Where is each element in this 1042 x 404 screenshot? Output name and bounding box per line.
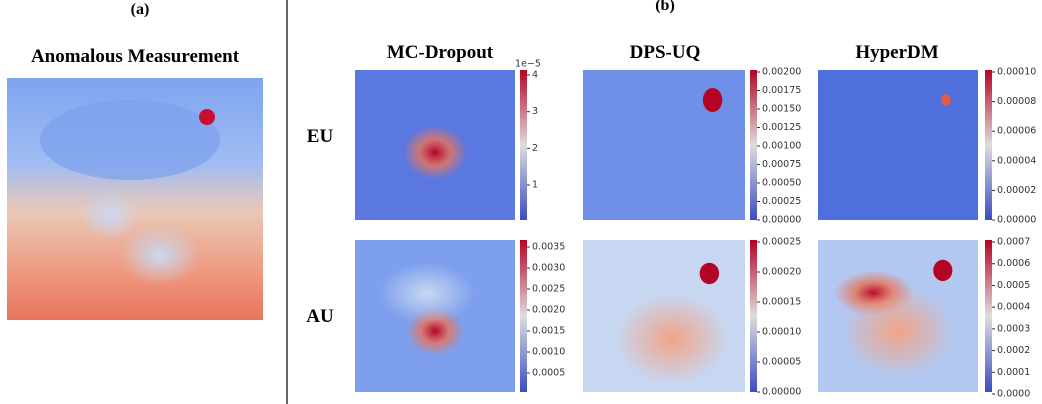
colorbar-tick-label: 0.0006 [997,258,1030,269]
panel-title: Anomalous Measurement [31,46,240,67]
colorbar-tick-label: 0.00002 [997,185,1036,196]
colorbar-tick-label: 0.00015 [762,297,801,308]
colorbar [520,240,527,392]
heatmap [355,240,515,392]
colorbar-tick-label: 0.00050 [762,178,801,189]
colorbar-tick-label: 0.0003 [997,323,1030,334]
column-title: HyperDM [855,42,938,63]
colorbar-tick-label: 0.00175 [762,85,801,96]
heatmap [818,240,978,392]
colorbar-tick-label: 0.0030 [532,263,565,274]
colorbar-tick-label: 1 [532,180,538,191]
heatmap-blob [842,285,954,377]
colorbar-tick-label: 0.00025 [762,237,801,248]
colorbar-tick-label: 0.0025 [532,284,565,295]
colorbar-tick-label: 0.0005 [532,368,565,379]
colorbar-tick-label: 4 [532,70,538,81]
colorbar-tick-label: 0.0004 [997,302,1030,313]
heatmap-bg [583,70,745,220]
row-label: AU [306,306,334,327]
colorbar [750,70,757,220]
colorbar [520,70,527,220]
colorbar-tick-label: 0.00010 [762,327,801,338]
heatmap-blob [702,88,723,112]
colorbar-tick-label: 0.0005 [997,280,1030,291]
colorbar-tick-label: 0.0020 [532,305,565,316]
colorbar-tick-label: 0.00020 [762,267,801,278]
panel-label: (b) [655,0,675,14]
colorbar-tick-label: 0.00100 [762,141,801,152]
colorbar-tick-label: 0.00004 [997,155,1036,166]
row-label: EU [307,126,334,147]
colorbar-tick-label: 0.0002 [997,345,1030,356]
heatmap-blob [933,259,953,282]
heatmap-blob [941,94,951,106]
colorbar-tick-label: 0.0001 [997,367,1030,378]
heatmap [818,70,978,220]
colorbar-tick-label: 0.00000 [997,215,1036,226]
colorbar-tick-label: 0.00000 [762,387,801,398]
heatmap [355,70,515,220]
colorbar-tick-label: 0.00000 [762,215,801,226]
heatmap-blob [403,125,467,180]
colorbar-tick-label: 0.00025 [762,196,801,207]
colorbar-tick-label: 0.00008 [997,96,1036,107]
heatmap [583,240,745,392]
colorbar-tick-label: 0.00005 [762,357,801,368]
heatmap [583,70,745,220]
colorbar-tick-label: 0.00006 [997,126,1036,137]
column-title: MC-Dropout [387,42,494,63]
colorbar-tick-label: 0.0000 [997,389,1030,400]
colorbar-tick-label: 0.00010 [997,67,1036,78]
colorbar-tick-label: 2 [532,143,538,154]
colorbar-offset: 1e−5 [515,59,541,70]
colorbar-tick-label: 3 [532,106,538,117]
panel-label: (a) [131,1,150,18]
measurement-image [7,78,263,320]
column-title: DPS-UQ [630,42,701,63]
colorbar [985,240,992,392]
colorbar-tick-label: 0.0035 [532,242,565,253]
colorbar-tick-label: 0.00125 [762,122,801,133]
colorbar-tick-label: 0.0010 [532,347,565,358]
heatmap-blob [379,262,475,324]
colorbar-tick-label: 0.0015 [532,326,565,337]
colorbar [985,70,992,220]
colorbar-tick-label: 0.0007 [997,237,1030,248]
heatmap-blob [699,262,720,285]
colorbar-tick-label: 0.00150 [762,104,801,115]
colorbar-tick-label: 0.00075 [762,159,801,170]
colorbar-tick-label: 0.00200 [762,67,801,78]
heatmap-blob [615,293,729,385]
heatmap-bg [818,70,978,220]
colorbar [750,240,757,392]
